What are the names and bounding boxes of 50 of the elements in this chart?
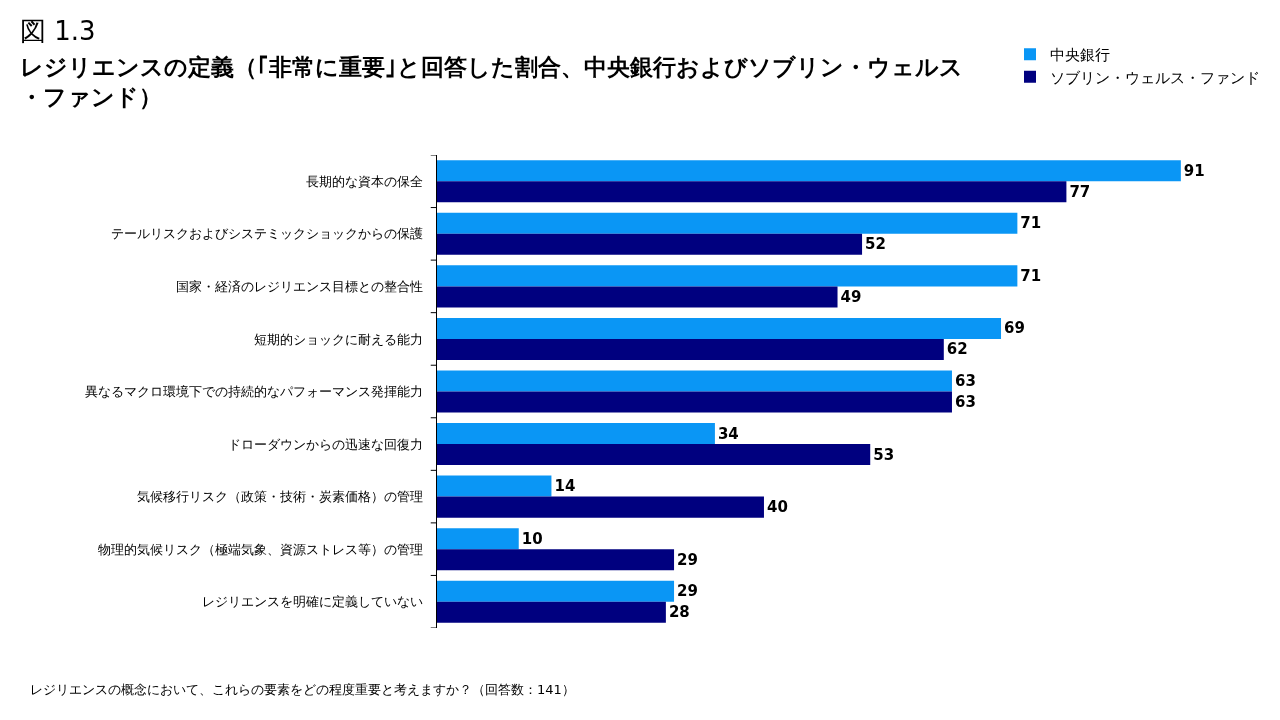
- y-tick-label: 異なるマクロ環境下での持続的なパフォーマンス発揮能力: [85, 384, 424, 400]
- data-label: 34: [717, 424, 739, 443]
- bar: [437, 580, 675, 602]
- bar: [437, 317, 1002, 339]
- text: 図 1.3: [20, 16, 96, 46]
- data-label: 91: [1183, 161, 1205, 180]
- bar: [437, 444, 871, 466]
- legend-label: 中央銀行: [1050, 46, 1110, 65]
- bar: [437, 181, 1067, 203]
- bar: [437, 265, 1018, 287]
- data-label: 69: [1004, 319, 1025, 338]
- data-label: 28: [668, 603, 690, 622]
- y-tick-label: 短期的ショックに耐える能力: [254, 331, 424, 347]
- bar: [437, 391, 952, 413]
- y-tick-label: 物理的気候リスク（極端気象、資源ストレス等）の管理: [98, 541, 424, 557]
- bar: [437, 338, 944, 360]
- data-label: 53: [873, 445, 895, 464]
- bar: [437, 160, 1181, 182]
- data-label: 63: [954, 371, 976, 390]
- y-tick-label: 長期的な資本の保全: [306, 173, 424, 189]
- data-label: 40: [766, 498, 788, 517]
- data-label: 49: [840, 287, 862, 306]
- text: レジリエンスの概念において、これらの要素をどの程度重要と考えますか？（回答数：141）: [30, 682, 575, 697]
- bar: [437, 212, 1018, 234]
- data-label: 71: [1020, 266, 1042, 285]
- data-label: 77: [1069, 182, 1091, 201]
- y-tick-label: ドローダウンからの迅速な回復力: [228, 436, 424, 452]
- bar: [437, 370, 952, 392]
- bar: [437, 286, 838, 308]
- data-label: 71: [1020, 214, 1042, 233]
- bar: [437, 423, 715, 445]
- bar: [437, 601, 666, 623]
- bar: [437, 496, 764, 518]
- bar: [437, 475, 552, 497]
- y-tick-label: レジリエンスを明確に定義していない: [202, 594, 424, 610]
- chart-title: レジリエンスの定義（｢非常に重要｣と回答した割合、中央銀行およびソブリン・ウェルス・ファンド）: [20, 54, 963, 110]
- data-label: 63: [954, 393, 976, 412]
- data-label: 10: [521, 529, 543, 548]
- y-tick-label: 気候移行リスク（政策・技術・炭素価格）の管理: [137, 489, 424, 505]
- data-label: 29: [677, 550, 698, 569]
- bar: [437, 549, 675, 571]
- data-label: 52: [865, 235, 886, 254]
- y-tick-label: 国家・経済のレジリエンス目標との整合性: [176, 278, 424, 294]
- data-label: 14: [554, 477, 576, 496]
- bar: [437, 233, 863, 255]
- y-tick-label: テールリスクおよびシステミックショックからの保護: [111, 226, 424, 242]
- data-label: 62: [946, 340, 968, 359]
- data-label: 29: [677, 582, 698, 601]
- legend-label: ソブリン・ウェルス・ファンド: [1050, 68, 1260, 87]
- bar: [437, 528, 519, 550]
